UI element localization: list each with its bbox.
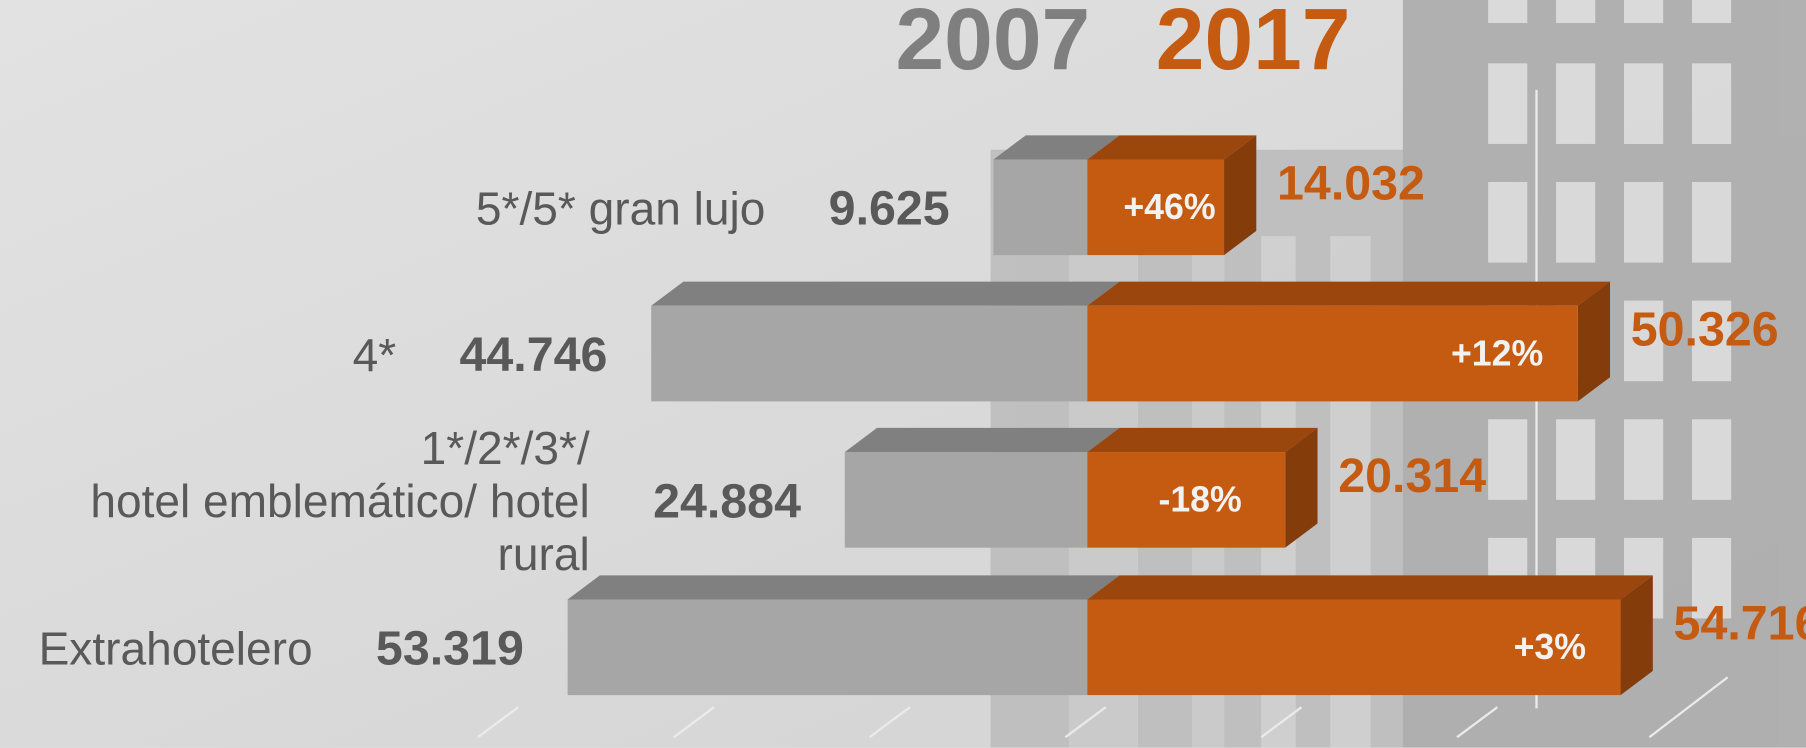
bar [1087,305,1578,402]
legend-label: 2017 [1156,0,1351,88]
bar-top [1087,575,1653,600]
bar-side [1224,135,1257,256]
value-label: 9.625 [829,182,950,236]
bar-top [651,281,1120,306]
value-label: 20.314 [1338,449,1486,503]
category-label: 4* [352,330,397,382]
category-label: 1*/2*/3*/ hotel emblemático/ hotel rural [90,423,590,581]
legend-label: 2007 [895,0,1090,88]
bar-top [993,135,1120,160]
bar [651,305,1088,402]
bar [1087,159,1225,256]
bar-side [1285,427,1318,548]
bar [993,159,1088,256]
category-label: Extrahotelero [38,624,313,675]
bar-top [1087,135,1257,160]
value-label: 24.884 [653,474,801,528]
value-label: 53.319 [376,622,524,676]
bar [1087,599,1621,696]
bar-top [1087,281,1611,306]
change-label: -18% [1158,480,1241,520]
change-label: +46% [1123,187,1215,227]
bar-side [1577,281,1611,402]
bar [1087,452,1286,548]
bar-top [1087,427,1318,453]
change-label: +12% [1451,333,1543,373]
value-label: 14.032 [1277,156,1425,210]
bar-top [567,575,1120,600]
value-label: 54.716 [1674,596,1806,650]
bar [567,599,1088,696]
value-label: 44.746 [459,328,607,382]
change-label: +3% [1514,627,1586,667]
value-label: 50.326 [1631,303,1779,357]
bar-side [1620,575,1653,696]
bar-top [844,427,1120,453]
category-label: 5*/5* gran lujo [475,184,766,235]
bar [844,452,1088,548]
